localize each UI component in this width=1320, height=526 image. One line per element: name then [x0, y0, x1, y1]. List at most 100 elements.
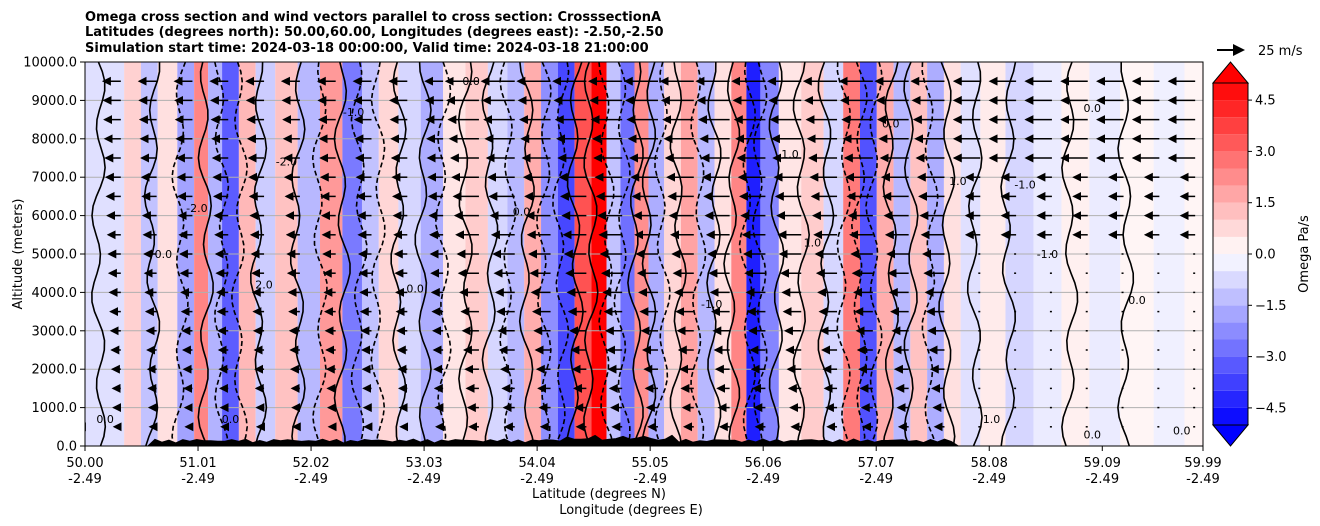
omega-contour	[311, 62, 328, 446]
x-tick-label-lon: -2.49	[407, 472, 441, 487]
x-tick-label-lon: -2.49	[1186, 472, 1220, 487]
contour-label: 0.0	[155, 248, 173, 261]
terrain	[85, 434, 1203, 446]
x-tick-label-lon: -2.49	[294, 472, 328, 487]
omega-contour	[370, 62, 386, 446]
colorbar-tick-label: −3.0	[1255, 350, 1287, 365]
colorbar-level	[1213, 100, 1248, 118]
colorbar-label: Omega Pa/s	[1297, 215, 1312, 293]
omega-contour	[850, 62, 868, 446]
colorbar-level	[1213, 390, 1248, 408]
y-axis-label: Altitude (meters)	[11, 199, 26, 310]
colorbar-level	[1213, 356, 1248, 374]
colorbar-level	[1213, 339, 1248, 357]
omega-contour	[836, 62, 852, 446]
y-tick-label: 5000.0	[32, 248, 78, 263]
omega-contour	[690, 62, 707, 446]
x-tick-label-lon: -2.49	[972, 472, 1006, 487]
contour-label: 1.0	[781, 148, 799, 161]
contour-label: 0.0	[96, 413, 114, 426]
quiver-key: 25 m/s	[1217, 44, 1303, 59]
contour-label: -2.0	[276, 156, 297, 169]
y-tick-label: 4000.0	[32, 286, 78, 301]
y-tick-label: 10000.0	[23, 56, 77, 71]
omega-contour	[583, 62, 599, 446]
x-tick-label-lon: -2.49	[1085, 472, 1119, 487]
colorbar-extend-min	[1211, 424, 1250, 447]
colorbar-level	[1213, 288, 1248, 306]
colorbar-tick-label: 1.5	[1255, 196, 1276, 211]
colorbar-level	[1213, 151, 1248, 169]
chart-title-line-2: Latitudes (degrees north): 50.00,60.00, …	[85, 25, 664, 40]
plot-area: 0.0 -1.0 0.0 0.0 -2.0 1.0 -1.0 1.0 -1.0 0.0 0.0 -1.…	[84, 61, 1204, 447]
omega-contour	[414, 62, 432, 446]
contour-label: 1.0	[804, 236, 822, 249]
colorbar-level	[1213, 271, 1248, 289]
omega-contour	[1117, 62, 1135, 446]
contour-label: 0.0	[513, 206, 531, 219]
colorbar-level	[1213, 185, 1248, 203]
terrain-profile	[85, 434, 1203, 446]
omega-contour	[333, 62, 351, 446]
contour-label: 1.0	[983, 413, 1001, 426]
wind-vectors	[85, 76, 1196, 432]
colorbar-level	[1213, 168, 1248, 186]
omega-contour	[390, 62, 407, 446]
omega-contour	[197, 62, 214, 446]
x-tick-label-lat: 53.03	[405, 456, 442, 471]
x-axis-ticks: 50.00-2.4951.01-2.4952.02-2.4953.03-2.49…	[66, 446, 1222, 487]
colorbar-tick-label: 0.0	[1255, 248, 1276, 263]
omega-contour	[552, 62, 570, 446]
colorbar-level	[1213, 117, 1248, 135]
omega-contour	[1061, 62, 1079, 446]
x-tick-label-lat: 58.08	[971, 456, 1008, 471]
y-tick-label: 9000.0	[32, 94, 78, 109]
chart-title-line-1: Omega cross section and wind vectors par…	[85, 10, 661, 25]
x-tick-label-lon: -2.49	[520, 472, 554, 487]
colorbar-level	[1213, 254, 1248, 272]
y-tick-label: 8000.0	[32, 132, 78, 147]
colorbar-tick-label: −1.5	[1255, 299, 1287, 314]
omega-contour	[1000, 62, 1017, 446]
y-tick-label: 7000.0	[32, 171, 78, 186]
x-tick-label-lon: -2.49	[859, 472, 893, 487]
contour-label: 0.0	[1083, 102, 1101, 115]
quiver-key-label: 25 m/s	[1258, 44, 1303, 59]
colorbar-level	[1213, 236, 1248, 254]
omega-contour	[613, 62, 631, 446]
x-axis-label-longitude: Longitude (degrees E)	[559, 503, 703, 518]
colorbar-level	[1213, 407, 1248, 425]
y-tick-label: 0.0	[56, 440, 77, 455]
colorbar-level	[1213, 134, 1248, 152]
y-tick-label: 1000.0	[32, 401, 78, 416]
colorbar-level	[1213, 83, 1248, 101]
contour-label: -1.0	[701, 298, 722, 311]
x-tick-label-lat: 56.06	[745, 456, 782, 471]
contour-label: -1.0	[343, 106, 364, 119]
contour-label: 0.0	[1083, 428, 1101, 441]
x-tick-label-lon: -2.49	[746, 472, 780, 487]
x-tick-label-lon: -2.49	[181, 472, 215, 487]
colorbar: −4.5 −3.0 −1.5 0.0 1.5 3.0 4.5	[1211, 61, 1287, 447]
colorbar-tick-label: 4.5	[1255, 94, 1276, 109]
colorbar-level	[1213, 305, 1248, 323]
omega-contour	[792, 62, 811, 446]
contour-label: -1.0	[1014, 179, 1035, 192]
x-tick-label-lat: 55.05	[632, 456, 669, 471]
omega-contour	[966, 62, 983, 446]
omega-contour	[921, 62, 939, 446]
y-axis-ticks: 0.0 1000.0 2000.0 3000.0 4000.0 5000.0 6000.0 7…	[23, 56, 85, 455]
omega-contour	[518, 62, 535, 446]
y-tick-label: 6000.0	[32, 209, 78, 224]
colorbar-level	[1213, 219, 1248, 237]
x-tick-label-lon: -2.49	[68, 472, 102, 487]
x-tick-label-lat: 50.00	[66, 456, 103, 471]
contour-label: 0.0	[406, 282, 424, 295]
omega-contour	[598, 62, 615, 446]
contour-label: 0.0	[462, 75, 480, 88]
x-tick-label-lon: -2.49	[633, 472, 667, 487]
omega-contour	[350, 62, 368, 446]
omega-contour	[214, 62, 230, 446]
y-tick-label: 2000.0	[32, 363, 78, 378]
